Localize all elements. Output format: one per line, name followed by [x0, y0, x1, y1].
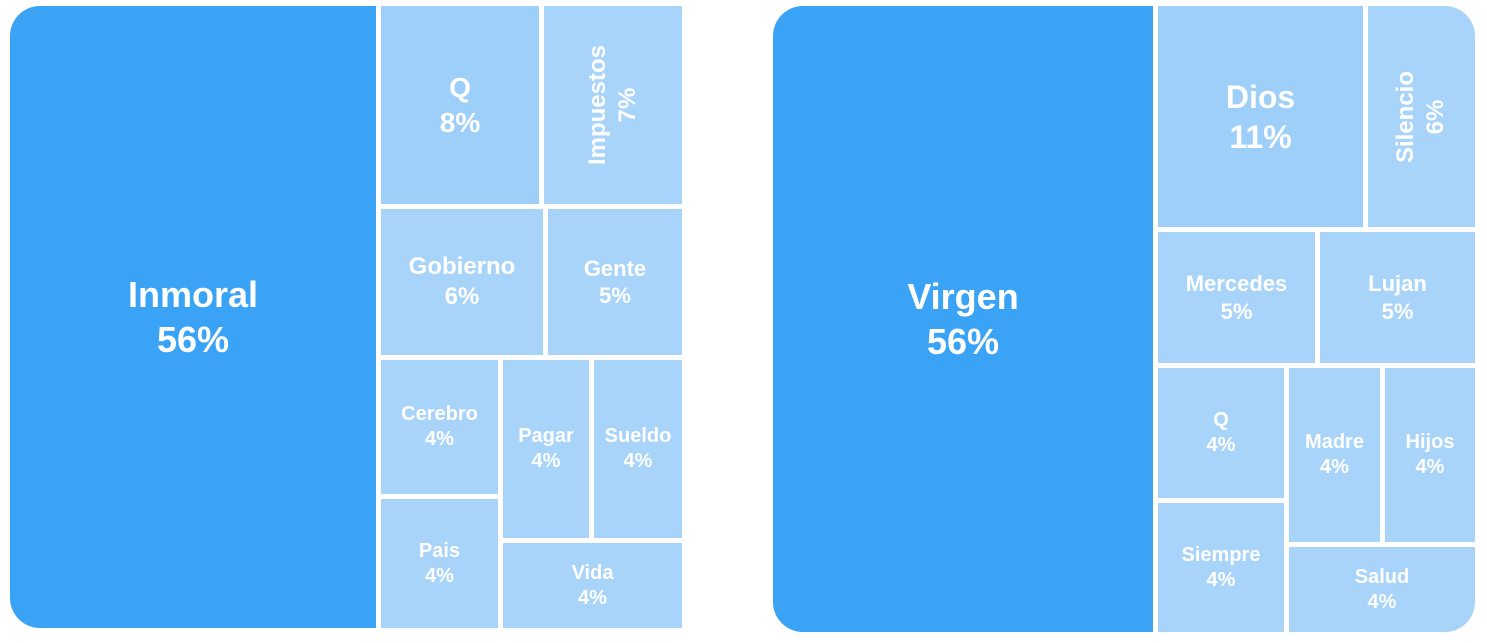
- treemap-cell-virgen: Virgen 56%: [773, 6, 1153, 632]
- cell-label: Salud: [1354, 565, 1410, 588]
- treemap-cell-pais: Pais 4%: [381, 499, 498, 628]
- cell-label: Q: [449, 72, 471, 103]
- treemap-cell-vida: Vida 4%: [503, 543, 682, 628]
- treemap-cell-gente: Gente 5%: [548, 209, 682, 355]
- cell-label: Gente: [583, 255, 647, 281]
- cell-label: Inmoral: [127, 274, 259, 315]
- cell-label: Mercedes: [1185, 271, 1288, 296]
- cell-percent: 4%: [531, 450, 561, 472]
- treemap-cell-mercedes: Mercedes 5%: [1158, 232, 1315, 363]
- treemap-cell-pagar: Pagar 4%: [503, 360, 589, 538]
- treemap-cell-siempre: Siempre 4%: [1158, 503, 1284, 632]
- treemap-cell-lujan: Lujan 5%: [1320, 232, 1475, 363]
- cell-percent: 56%: [926, 321, 1000, 362]
- cell-percent: 5%: [1381, 298, 1414, 324]
- cell-percent: 6%: [1422, 99, 1450, 134]
- cell-label: Pais: [418, 539, 461, 562]
- treemap-cell-q: Q 8%: [381, 6, 539, 204]
- cell-percent: 8%: [439, 107, 481, 138]
- cell-label: Virgen: [907, 276, 1019, 317]
- cell-percent: 5%: [1220, 298, 1253, 324]
- cell-percent: 4%: [1415, 456, 1445, 478]
- cell-label: Pagar: [518, 425, 574, 447]
- treemap-virgen: Virgen 56% Dios 11% Silencio 6% Mercedes 5% Luja…: [773, 6, 1475, 632]
- treemap-cell-cerebro: Cerebro 4%: [381, 360, 498, 494]
- treemap-cell-sueldo: Sueldo 4%: [594, 360, 682, 538]
- treemap-cell-silencio: Silencio 6%: [1368, 6, 1475, 227]
- treemap-cell-salud: Salud 4%: [1289, 547, 1475, 632]
- cell-label: Madre: [1305, 431, 1364, 453]
- cell-label: Q: [1213, 409, 1229, 431]
- cell-label: Cerebro: [401, 403, 478, 425]
- treemap-cell-q: Q 4%: [1158, 368, 1284, 498]
- cell-label: Hijos: [1405, 431, 1455, 453]
- cell-percent: 4%: [1367, 590, 1397, 613]
- cell-percent: 4%: [1320, 456, 1349, 478]
- cell-label: Lujan: [1368, 271, 1427, 296]
- cell-label: Sueldo: [604, 425, 672, 447]
- cell-percent: 4%: [1206, 434, 1236, 456]
- cell-label: Impuestos: [584, 44, 611, 166]
- treemap-inmoral: Inmoral 56% Q 8% Impuestos 7% Gobierno 6% Gente 5…: [10, 6, 682, 628]
- cell-percent: 4%: [623, 450, 653, 472]
- cell-percent: 4%: [578, 586, 607, 609]
- treemap-cell-gobierno: Gobierno 6%: [381, 209, 543, 355]
- treemap-cell-hijos: Hijos 4%: [1385, 368, 1475, 542]
- cell-percent: 5%: [599, 283, 631, 308]
- cell-percent: 11%: [1229, 118, 1292, 155]
- treemap-cell-inmoral: Inmoral 56%: [10, 6, 376, 628]
- cell-label: Vida: [571, 561, 614, 584]
- treemap-cell-dios: Dios 11%: [1158, 6, 1363, 227]
- cell-label: Gobierno: [408, 253, 516, 280]
- cell-percent: 4%: [425, 564, 454, 587]
- cell-percent: 56%: [156, 319, 230, 360]
- cell-percent: 7%: [614, 87, 641, 123]
- cell-percent: 6%: [444, 283, 480, 310]
- cell-percent: 4%: [1206, 568, 1236, 591]
- cell-label: Siempre: [1181, 543, 1261, 566]
- treemap-cell-impuestos: Impuestos 7%: [544, 6, 682, 204]
- cell-label: Silencio: [1392, 70, 1420, 163]
- cell-label: Dios: [1225, 78, 1296, 115]
- treemap-cell-madre: Madre 4%: [1289, 368, 1380, 542]
- cell-percent: 4%: [425, 428, 454, 450]
